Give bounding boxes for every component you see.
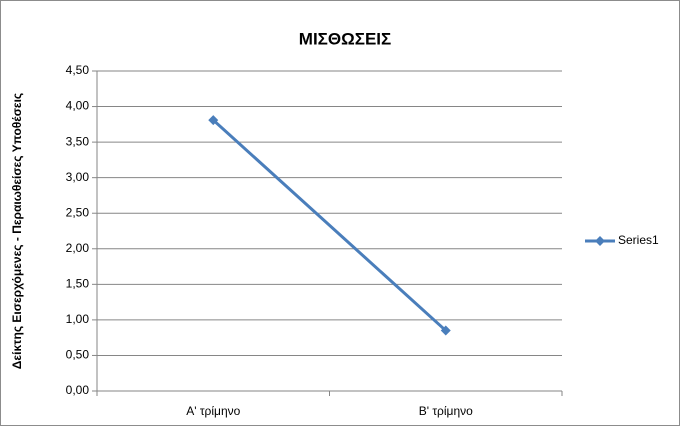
series-line <box>212 118 447 332</box>
y-tick-label: 1,50 <box>66 277 90 291</box>
x-tick-label: Α' τρίμηνο <box>186 404 240 418</box>
data-point <box>440 325 451 336</box>
y-tick-label: 2,50 <box>66 205 90 219</box>
y-tick-label: 3,00 <box>66 170 90 184</box>
y-tick-label: 2,00 <box>66 241 90 255</box>
chart-title: ΜΙΣΘΩΣΕΙΣ <box>299 29 391 48</box>
y-tick-label: 0,50 <box>66 348 90 362</box>
x-tick-label: Β' τρίμηνο <box>419 404 473 418</box>
legend-marker <box>595 236 605 246</box>
y-tick-label: 4,00 <box>66 99 90 113</box>
y-tick-label: 0,00 <box>66 383 90 397</box>
y-tick-label: 4,50 <box>66 63 90 77</box>
y-tick-label: 1,00 <box>66 312 90 326</box>
legend-label: Series1 <box>618 233 659 247</box>
data-point <box>208 115 219 126</box>
y-axis-label: Δείκτης Εισερχόμενες - Περαιωθείσες Υποθ… <box>10 93 24 369</box>
y-tick-label: 3,50 <box>66 134 90 148</box>
